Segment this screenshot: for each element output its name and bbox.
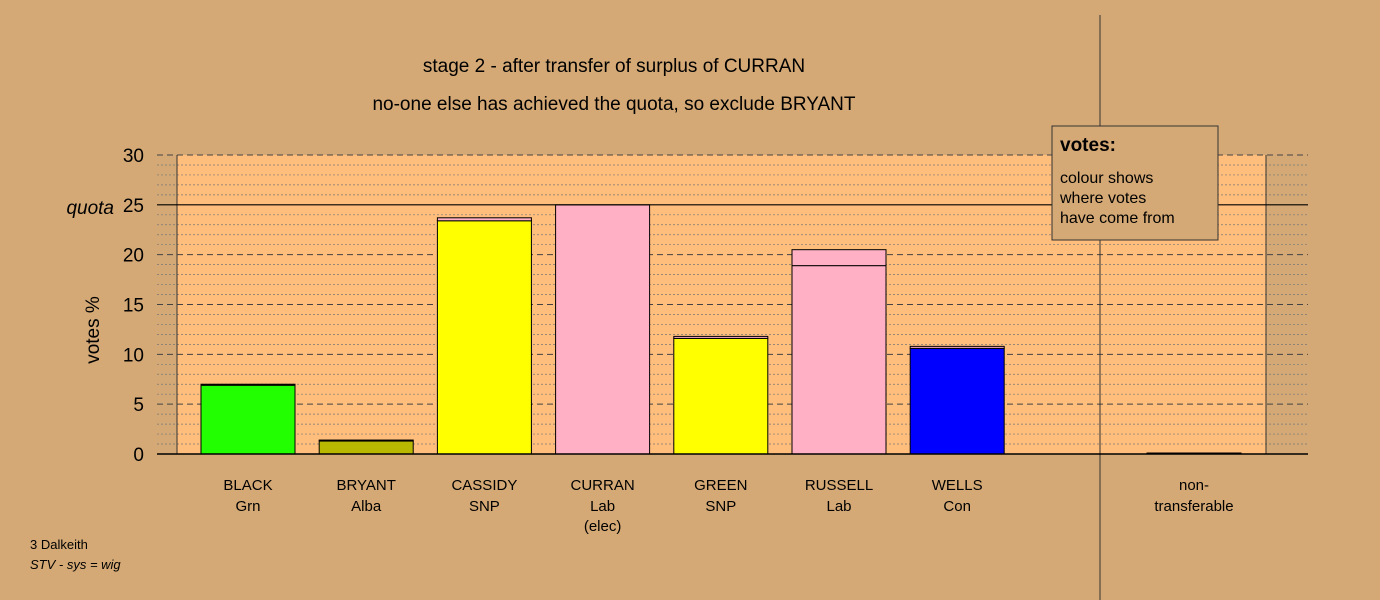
candidate-party: Alba [351, 498, 382, 515]
bar-transfer-green [673, 335, 769, 339]
candidate-party: SNP [705, 498, 736, 515]
candidate-party: SNP [469, 498, 500, 515]
chart-title: stage 2 - after transfer of surplus of C… [423, 56, 805, 77]
quota-label: quota [66, 198, 114, 219]
bar-curran [555, 204, 651, 455]
y-axis-label: votes % [83, 296, 104, 364]
constituency-label: 3 Dalkeith [30, 537, 88, 552]
y-tick-label: 10 [123, 345, 144, 366]
non-transferable-label-2: transferable [1154, 498, 1233, 515]
y-tick-label: 20 [123, 246, 144, 267]
y-tick-label: 15 [123, 296, 144, 317]
chart-subtitle: no-one else has achieved the quota, so e… [372, 94, 855, 115]
candidate-party: Lab [590, 498, 615, 515]
y-tick-label: 30 [123, 146, 144, 167]
bar-cassidy [436, 220, 532, 455]
candidate-party: Con [943, 498, 971, 515]
candidate-note: (elec) [584, 518, 622, 535]
bar-russell [791, 265, 887, 455]
legend-line-2: where votes [1059, 190, 1146, 207]
candidate-name: CASSIDY [451, 477, 517, 494]
legend: votes: colour shows where votes have com… [1051, 125, 1219, 241]
bar-transfer-wells [909, 345, 1005, 349]
bar-wells [909, 347, 1005, 455]
bar-transfer-russell [791, 249, 887, 267]
bar-transfer-black [200, 383, 296, 386]
candidate-name: BLACK [223, 477, 272, 494]
bar-green [673, 337, 769, 455]
candidate-name: WELLS [932, 477, 983, 494]
candidate-name: CURRAN [571, 477, 635, 494]
bar-transfer-bryant [318, 439, 414, 442]
bar-black [200, 384, 296, 455]
candidate-name: BRYANT [336, 477, 395, 494]
candidate-name: GREEN [694, 477, 747, 494]
x-category-labels: BLACK Grn BRYANT Alba CASSIDY SNP CURRAN Lab (el… [223, 477, 1233, 535]
non-transferable-label-1: non- [1179, 477, 1209, 494]
legend-title: votes: [1060, 135, 1116, 156]
legend-box [1051, 125, 1219, 241]
legend-line-1: colour shows [1060, 170, 1153, 187]
y-tick-label: 0 [133, 445, 144, 466]
system-label: STV - sys = wig [30, 557, 121, 572]
bar-bryant [318, 440, 414, 455]
candidate-party: Grn [235, 498, 260, 515]
y-tick-label: 25 [123, 196, 144, 217]
y-tick-label: 5 [133, 395, 144, 416]
legend-line-3: have come from [1060, 210, 1175, 227]
candidate-party: Lab [826, 498, 851, 515]
candidate-name: RUSSELL [805, 477, 873, 494]
bar-transfer-cassidy [436, 217, 532, 222]
bars [200, 204, 1242, 455]
y-tick-labels: 0 5 10 15 20 25 30 [123, 146, 144, 466]
